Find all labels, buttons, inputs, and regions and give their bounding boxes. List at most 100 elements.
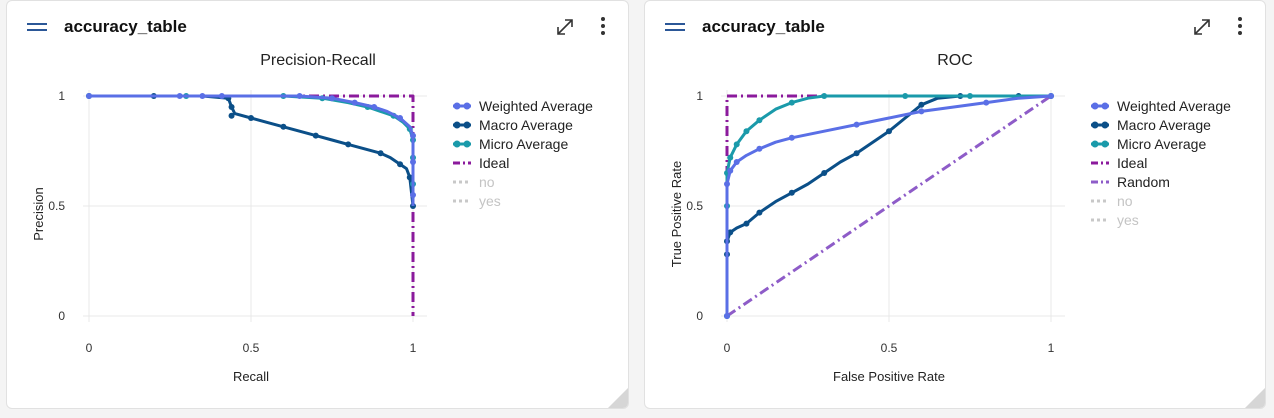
legend-item-macro-average[interactable]: Macro Average bbox=[453, 117, 573, 133]
series-point-macro-average bbox=[228, 112, 235, 119]
expand-icon[interactable] bbox=[554, 16, 576, 38]
series-point-micro-average bbox=[821, 93, 828, 99]
legend-label: Macro Average bbox=[479, 117, 573, 133]
legend-label: yes bbox=[1117, 212, 1139, 228]
series-point-macro-average bbox=[821, 170, 828, 176]
y-tick-label: 0.5 bbox=[686, 199, 703, 213]
precision-recall-chart: Precision-Recall 0 0 0.5 0.5 1 1 Recall Precisio… bbox=[31, 52, 593, 384]
menu-icon[interactable] bbox=[665, 21, 685, 33]
card-header: accuracy_table bbox=[7, 1, 628, 51]
series-point-micro-average bbox=[756, 117, 763, 124]
series-point-macro-average bbox=[788, 189, 795, 196]
resize-handle-icon[interactable] bbox=[608, 388, 628, 408]
legend-item-weighted-average[interactable]: Weighted Average bbox=[453, 98, 593, 114]
series-point-weighted-average bbox=[727, 167, 734, 174]
y-tick-label: 1 bbox=[696, 89, 703, 103]
x-tick-label: 0 bbox=[86, 341, 93, 355]
series-point-macro-average bbox=[345, 141, 352, 148]
legend-marker bbox=[453, 140, 461, 148]
menu-icon[interactable] bbox=[27, 21, 47, 33]
legend-item-yes[interactable]: yes bbox=[1091, 212, 1139, 228]
series-point-micro-average bbox=[733, 141, 740, 148]
series-point-weighted-average bbox=[724, 181, 730, 187]
y-axis-label: Precision bbox=[31, 187, 46, 240]
series-point-micro-average bbox=[743, 128, 750, 135]
legend-label: Random bbox=[1117, 174, 1170, 190]
legend-item-random[interactable]: Random bbox=[1091, 174, 1170, 190]
series-point-macro-average bbox=[743, 220, 750, 227]
legend-label: Ideal bbox=[479, 155, 509, 171]
y-axis-label: True Positive Rate bbox=[669, 161, 684, 267]
series-point-macro-average bbox=[312, 132, 319, 139]
series-point-micro-average bbox=[967, 93, 973, 99]
series-point-weighted-average bbox=[983, 99, 990, 106]
series-point-weighted-average bbox=[1048, 93, 1054, 99]
series-point-weighted-average bbox=[218, 93, 225, 99]
legend-marker bbox=[463, 121, 471, 129]
legend-label: yes bbox=[479, 193, 501, 209]
series-point-micro-average bbox=[902, 93, 909, 99]
chart-title: ROC bbox=[937, 52, 973, 69]
legend-item-yes[interactable]: yes bbox=[453, 193, 501, 209]
series-point-weighted-average bbox=[371, 104, 378, 110]
series-point-macro-average bbox=[377, 150, 384, 157]
legend-label: Ideal bbox=[1117, 155, 1147, 171]
legend-marker bbox=[1101, 102, 1109, 110]
series-line-weighted-average bbox=[725, 94, 1052, 316]
y-tick-label: 0.5 bbox=[48, 199, 65, 213]
x-tick-label: 0.5 bbox=[881, 341, 898, 355]
series-line-random bbox=[726, 94, 1052, 318]
series-point-macro-average bbox=[248, 115, 254, 121]
series-point-weighted-average bbox=[351, 99, 358, 106]
legend-item-weighted-average[interactable]: Weighted Average bbox=[1091, 98, 1231, 114]
more-vertical-icon[interactable] bbox=[1235, 15, 1245, 37]
legend-item-macro-average[interactable]: Macro Average bbox=[1091, 117, 1211, 133]
series-point-macro-average bbox=[280, 123, 287, 130]
y-tick-label: 0 bbox=[696, 309, 703, 323]
chart-card-precision-recall: accuracy_table Precision-Recall 0 0 0.5 0.5 1… bbox=[6, 0, 629, 409]
legend-item-ideal[interactable]: Ideal bbox=[453, 155, 509, 171]
series-point-weighted-average bbox=[756, 145, 763, 152]
series-point-macro-average bbox=[886, 128, 892, 135]
legend-marker bbox=[453, 121, 461, 129]
legend-label: no bbox=[479, 174, 495, 190]
series-point-micro-average bbox=[788, 99, 795, 106]
series-point-weighted-average bbox=[397, 115, 404, 121]
legend-label: Micro Average bbox=[1117, 136, 1206, 152]
more-vertical-icon[interactable] bbox=[598, 15, 608, 37]
legend-item-micro-average[interactable]: Micro Average bbox=[1091, 136, 1206, 152]
series-point-weighted-average bbox=[410, 192, 416, 198]
series-point-weighted-average bbox=[410, 132, 416, 139]
expand-icon[interactable] bbox=[1191, 16, 1213, 38]
x-tick-label: 0 bbox=[724, 341, 731, 355]
series-point-macro-average bbox=[853, 150, 860, 157]
series-point-macro-average bbox=[756, 209, 763, 216]
chart-card-roc: accuracy_table ROC 0 0 0.5 0.5 1 1 False Positi… bbox=[644, 0, 1266, 409]
chart-title: Precision-Recall bbox=[260, 52, 376, 69]
x-axis-label: False Positive Rate bbox=[833, 369, 945, 384]
legend-label: Micro Average bbox=[479, 136, 568, 152]
series-point-macro-average bbox=[918, 101, 925, 108]
legend-label: Weighted Average bbox=[1117, 98, 1231, 114]
card-title: accuracy_table bbox=[702, 17, 825, 36]
legend-item-micro-average[interactable]: Micro Average bbox=[453, 136, 568, 152]
y-tick-label: 0 bbox=[58, 309, 65, 323]
legend-marker bbox=[1101, 121, 1109, 129]
series-point-weighted-average bbox=[410, 159, 416, 165]
x-axis-label: Recall bbox=[233, 369, 269, 384]
series-point-weighted-average bbox=[733, 159, 740, 165]
legend-marker bbox=[463, 140, 471, 148]
series-point-weighted-average bbox=[86, 93, 92, 99]
legend-marker bbox=[463, 102, 471, 110]
legend-item-no[interactable]: no bbox=[453, 174, 495, 190]
series-point-weighted-average bbox=[176, 93, 183, 99]
legend-marker bbox=[1091, 121, 1099, 129]
legend-item-ideal[interactable]: Ideal bbox=[1091, 155, 1147, 171]
legend-marker bbox=[453, 102, 461, 110]
series-point-weighted-average bbox=[788, 134, 795, 141]
legend-item-no[interactable]: no bbox=[1091, 193, 1133, 209]
series-point-macro-average bbox=[406, 174, 413, 181]
card-title: accuracy_table bbox=[64, 17, 187, 36]
legend-marker bbox=[1101, 140, 1109, 148]
resize-handle-icon[interactable] bbox=[1245, 388, 1265, 408]
